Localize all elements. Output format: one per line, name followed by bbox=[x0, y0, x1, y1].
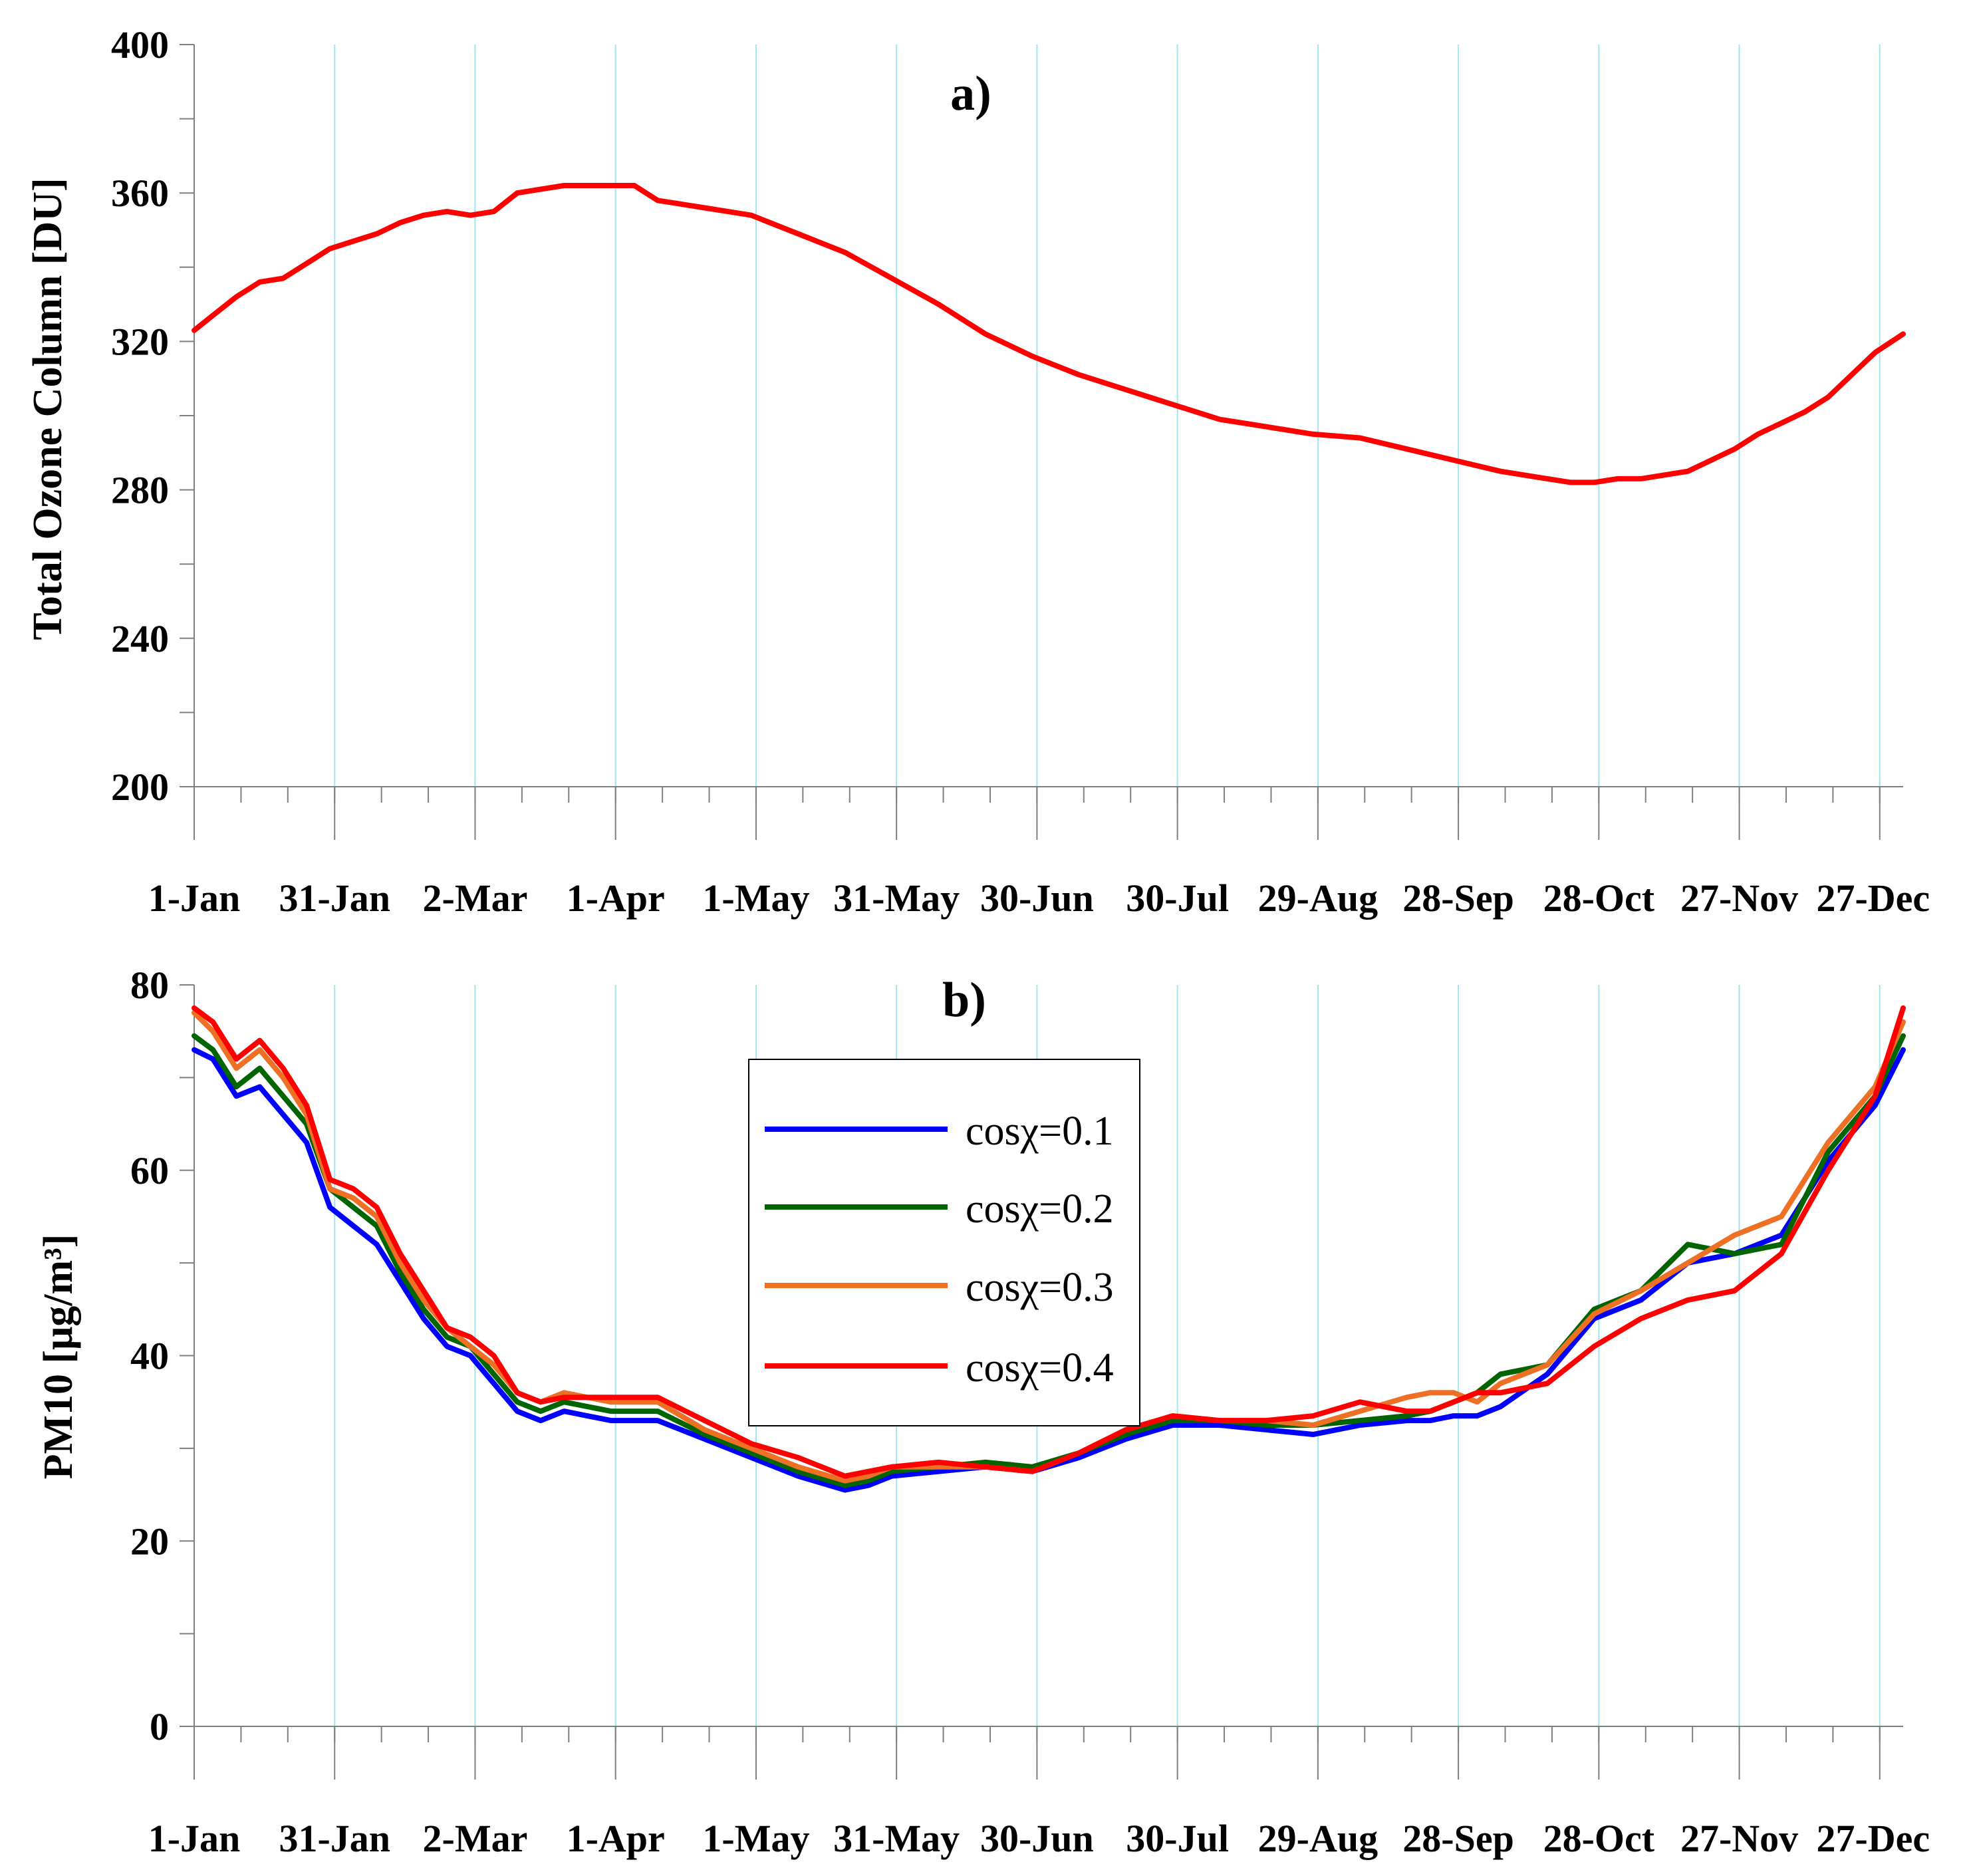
x-tick-label: 30-Jun bbox=[980, 876, 1094, 920]
x-tick-label: 29-Aug bbox=[1258, 1817, 1378, 1860]
panel-a-y-ticks: 200 240 280 320 360 400 bbox=[111, 23, 169, 809]
x-tick-label: 1-Jan bbox=[148, 1817, 241, 1860]
y-tick-label: 20 bbox=[130, 1520, 169, 1563]
x-tick-label: 28-Sep bbox=[1402, 876, 1514, 920]
panel-b-series bbox=[192, 1005, 1906, 1493]
x-tick-label: 31-Jan bbox=[279, 876, 390, 920]
x-tick-label: 27-Dec bbox=[1816, 1817, 1930, 1860]
x-tick-label: 28-Sep bbox=[1402, 1817, 1514, 1860]
y-tick-label: 60 bbox=[130, 1149, 169, 1192]
legend-label-3: cosχ=0.4 bbox=[966, 1345, 1114, 1391]
y-tick-label: 400 bbox=[111, 23, 169, 67]
y-tick-label: 80 bbox=[130, 964, 169, 1007]
x-tick-label: 30-Jul bbox=[1126, 876, 1229, 920]
panel-a-y-axis-title: Total Ozone Column [DU] bbox=[25, 178, 70, 640]
x-tick-label: 1-Apr bbox=[567, 876, 665, 920]
x-tick-label: 30-Jul bbox=[1126, 1817, 1229, 1860]
series-line-0 bbox=[192, 1047, 1906, 1493]
panel-a-series bbox=[192, 183, 1906, 485]
legend: cosχ=0.1 cosχ=0.2 cosχ=0.3 cosχ=0.4 bbox=[748, 1059, 1140, 1426]
panel-b-y-axis-title: PM10 [μg/m³] bbox=[36, 1234, 81, 1480]
x-tick-label: 28-Oct bbox=[1543, 1817, 1655, 1860]
x-tick-label: 1-Jan bbox=[148, 876, 241, 920]
x-tick-label: 28-Oct bbox=[1543, 876, 1655, 920]
y-tick-label: 200 bbox=[111, 765, 169, 809]
x-tick-label: 31-Jan bbox=[279, 1817, 390, 1860]
panel-a-grid bbox=[334, 45, 1881, 787]
x-tick-label: 2-Mar bbox=[423, 876, 528, 920]
panel-a-x-ticks: 1-Jan 31-Jan 2-Mar 1-Apr 1-May 31-May 30-Jun 30… bbox=[148, 876, 1930, 920]
legend-label-2: cosχ=0.3 bbox=[966, 1265, 1114, 1310]
y-tick-label: 0 bbox=[150, 1705, 169, 1748]
series-line-0 bbox=[192, 183, 1906, 485]
panel-b-axes bbox=[194, 985, 1903, 1727]
panel-a-axes bbox=[194, 45, 1903, 787]
x-tick-label: 27-Nov bbox=[1680, 876, 1798, 920]
panel-b-pm10: 0 20 40 60 80 1-Jan 31-Jan 2-Mar 1-Apr 1-May 31-M… bbox=[36, 964, 1930, 1860]
y-tick-label: 320 bbox=[111, 320, 169, 363]
panel-b-label: b) bbox=[942, 973, 986, 1027]
x-tick-label: 27-Dec bbox=[1816, 876, 1930, 920]
y-tick-label: 240 bbox=[111, 617, 169, 660]
panel-b-minor-ticks bbox=[180, 984, 1881, 1780]
x-tick-label: 1-May bbox=[702, 876, 809, 920]
panel-a-minor-ticks bbox=[180, 44, 1881, 840]
legend-label-0: cosχ=0.1 bbox=[966, 1109, 1114, 1154]
panel-a-ozone: 200 240 280 320 360 400 1-Jan 31-Jan 2-Mar 1-Apr… bbox=[25, 23, 1930, 920]
legend-label-1: cosχ=0.2 bbox=[966, 1186, 1114, 1232]
x-tick-label: 1-May bbox=[702, 1817, 809, 1860]
y-tick-label: 360 bbox=[111, 172, 169, 215]
series-line-3 bbox=[192, 1005, 1906, 1479]
x-tick-label: 30-Jun bbox=[980, 1817, 1094, 1860]
x-tick-label: 2-Mar bbox=[423, 1817, 528, 1860]
x-tick-label: 31-May bbox=[833, 1817, 960, 1860]
x-tick-label: 27-Nov bbox=[1680, 1817, 1798, 1860]
x-tick-label: 1-Apr bbox=[567, 1817, 665, 1860]
panel-a-label: a) bbox=[950, 67, 991, 121]
y-tick-label: 280 bbox=[111, 469, 169, 512]
x-tick-label: 29-Aug bbox=[1258, 876, 1378, 920]
panel-b-y-ticks: 0 20 40 60 80 bbox=[130, 964, 169, 1748]
panel-b-x-ticks: 1-Jan 31-Jan 2-Mar 1-Apr 1-May 31-May 30-Jun 30… bbox=[148, 1817, 1930, 1860]
x-tick-label: 31-May bbox=[833, 876, 960, 920]
y-tick-label: 40 bbox=[130, 1335, 169, 1378]
